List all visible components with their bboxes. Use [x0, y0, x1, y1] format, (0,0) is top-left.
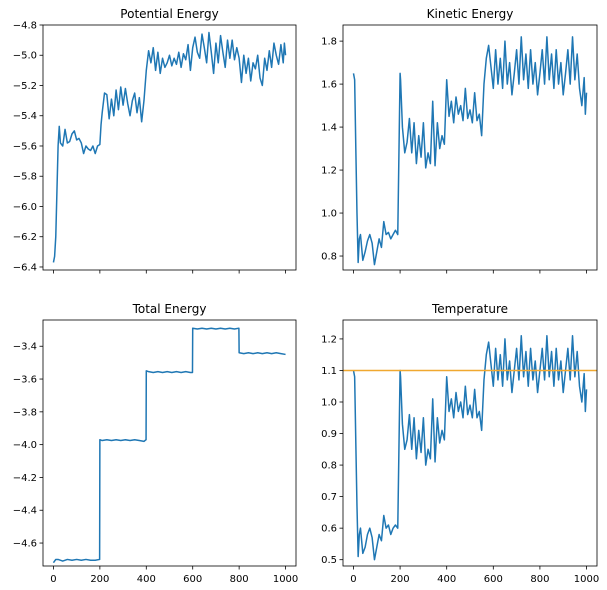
total-energy-x-tick-label: 1000	[273, 574, 298, 585]
total-energy-title: Total Energy	[132, 302, 207, 316]
total-energy-y-tick-label: −4.6	[13, 539, 37, 550]
temperature-x-tick-label: 400	[437, 574, 456, 585]
kinetic-energy-y-tick-label: 1.6	[321, 80, 337, 91]
kinetic-energy-axes-frame	[342, 24, 598, 271]
total-energy-y-tick-label: −4.2	[13, 473, 37, 484]
potential-energy-y-tick-label: −5.8	[13, 172, 37, 183]
temperature-y-tick-label: 1.1	[321, 366, 337, 377]
subplot-grid: −6.4 −6.2 −6.0 −5.8 −5.6 −5.4 −5.2 −5.0 −4.8 Pote…	[13, 7, 600, 585]
temperature-x-tick-label: 0	[350, 574, 356, 585]
kinetic-energy-y-tick-label: 1.8	[321, 37, 337, 48]
total-energy-y-tick-label: −3.8	[13, 407, 37, 418]
total-energy-x-tick-label: 0	[50, 574, 56, 585]
temperature-x-tick-label: 1000	[574, 574, 599, 585]
potential-energy-y-tick-label: −5.6	[13, 141, 37, 152]
kinetic-energy-y-tick-label: 1.2	[321, 166, 337, 177]
total-energy-subplot: −4.6 −4.4 −4.2 −4.0 −3.8 −3.6 −3.4 0 200 400 600 80…	[13, 302, 299, 585]
temperature-y-tick-label: 0.6	[321, 524, 337, 535]
potential-energy-axes-frame	[42, 24, 297, 271]
total-energy-x-tick-label: 800	[230, 574, 249, 585]
potential-energy-series-line	[52, 31, 287, 263]
kinetic-energy-y-tick-label: 1.4	[321, 123, 337, 134]
temperature-axes-frame	[342, 319, 598, 567]
temperature-y-tick-label: 0.9	[321, 429, 337, 440]
kinetic-energy-series-line	[352, 36, 588, 266]
temperature-x-tick-label: 600	[484, 574, 503, 585]
total-energy-x-tick-label: 200	[90, 574, 109, 585]
temperature-series-line	[352, 335, 588, 561]
temperature-y-tick-label: 1.0	[321, 398, 337, 409]
temperature-y-tick-label: 0.8	[321, 461, 337, 472]
potential-energy-y-tick-label: −5.4	[13, 111, 37, 122]
total-energy-y-tick-label: −4.0	[13, 440, 37, 451]
total-energy-y-tick-label: −3.6	[13, 375, 37, 386]
potential-energy-y-tick-label: −5.0	[13, 51, 37, 62]
temperature-y-tick-label: 1.2	[321, 334, 337, 345]
kinetic-energy-y-tick-label: 1.0	[321, 209, 337, 220]
potential-energy-y-tick-label: −6.4	[13, 262, 37, 273]
potential-energy-y-tick-label: −4.8	[13, 21, 37, 32]
kinetic-energy-title: Kinetic Energy	[427, 7, 514, 21]
total-energy-y-tick-label: −3.4	[13, 342, 37, 353]
potential-energy-y-tick-label: −5.2	[13, 81, 37, 92]
total-energy-axes-frame	[42, 319, 297, 567]
total-energy-x-tick-label: 400	[137, 574, 156, 585]
kinetic-energy-y-tick-label: 0.8	[321, 252, 337, 263]
potential-energy-y-tick-label: −6.2	[13, 232, 37, 243]
total-energy-x-tick-label: 600	[183, 574, 202, 585]
potential-energy-title: Potential Energy	[120, 7, 218, 21]
potential-energy-subplot: −6.4 −6.2 −6.0 −5.8 −5.6 −5.4 −5.2 −5.0 −4.8 Pote…	[13, 7, 297, 274]
temperature-y-tick-label: 0.7	[321, 492, 337, 503]
total-energy-series-line	[52, 327, 286, 564]
temperature-title: Temperature	[431, 302, 508, 316]
kinetic-energy-subplot: 0.8 1.0 1.2 1.4 1.6 1.8 Kinetic Energy	[321, 7, 598, 274]
potential-energy-y-tick-label: −6.0	[13, 202, 37, 213]
temperature-x-tick-label: 200	[391, 574, 410, 585]
temperature-x-tick-label: 800	[530, 574, 549, 585]
temperature-subplot: 0.5 0.6 0.7 0.8 0.9 1.0 1.1 1.2 0 200 400 600 800 100…	[321, 302, 599, 585]
temperature-y-tick-label: 0.5	[321, 555, 337, 566]
total-energy-y-tick-label: −4.4	[13, 506, 37, 517]
